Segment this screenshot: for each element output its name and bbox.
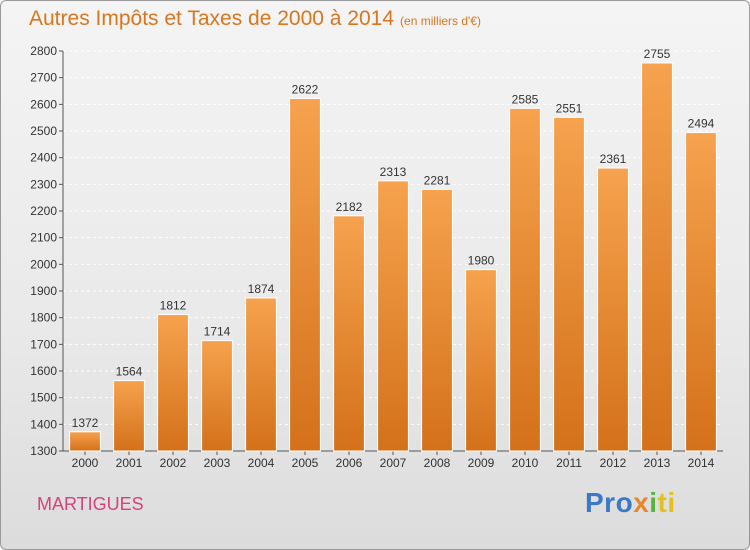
city-name: MARTIGUES — [37, 494, 144, 514]
x-tick-label: 2013 — [644, 456, 671, 470]
y-tick-label: 2500 — [30, 124, 57, 138]
data-label: 2755 — [644, 47, 671, 61]
x-tick-label: 2001 — [116, 456, 143, 470]
chart-subtitle: (en milliers d'€) — [400, 14, 482, 28]
bars — [69, 62, 717, 452]
bar — [685, 132, 717, 452]
y-tick-label: 1900 — [30, 284, 57, 298]
bar — [333, 215, 365, 452]
data-label: 2281 — [424, 173, 451, 187]
y-tick-label: 1500 — [30, 391, 57, 405]
y-tick-label: 1300 — [30, 444, 57, 458]
data-label: 2361 — [600, 152, 627, 166]
bar — [421, 188, 453, 452]
bar — [641, 62, 673, 452]
bar — [113, 380, 145, 452]
data-label: 1564 — [116, 365, 143, 379]
y-tick-label: 2100 — [30, 231, 57, 245]
x-tick-label: 2009 — [468, 456, 495, 470]
x-tick-label: 2004 — [248, 456, 275, 470]
bar — [245, 297, 277, 452]
bar — [597, 167, 629, 452]
bar — [377, 180, 409, 452]
data-label: 1980 — [468, 254, 495, 268]
y-tick-label: 2400 — [30, 151, 57, 165]
y-tick-label: 1800 — [30, 311, 57, 325]
bar — [509, 107, 541, 452]
bar — [69, 431, 101, 452]
data-label: 1812 — [160, 298, 187, 312]
x-tick-label: 2014 — [688, 456, 715, 470]
x-tick-label: 2007 — [380, 456, 407, 470]
bar — [201, 340, 233, 452]
x-tick-label: 2011 — [556, 456, 582, 470]
y-tick-label: 2700 — [30, 71, 57, 85]
data-label: 2182 — [336, 200, 363, 214]
data-labels: 1372 1564 1812 1714 1874 2622 2182 2313 2281 1980… — [72, 47, 715, 430]
x-tick-label: 2008 — [424, 456, 451, 470]
logo-part-4: ti — [657, 487, 676, 518]
x-tick-label: 2005 — [292, 456, 319, 470]
chart-title: Autres Impôts et Taxes de 2000 à 2014 (en… — [29, 7, 481, 31]
y-tick-label: 2600 — [30, 97, 57, 111]
data-label: 2494 — [688, 117, 715, 131]
data-label: 1372 — [72, 416, 99, 430]
axes: 1300 1400 1500 1600 1700 1800 1900 2000 2100 2200… — [30, 44, 723, 470]
y-tick-label: 2000 — [30, 257, 57, 271]
y-tick-label: 2800 — [30, 44, 57, 58]
proxiti-logo: Proxiti — [585, 487, 676, 519]
bar — [157, 313, 189, 452]
x-tick-label: 2000 — [72, 456, 99, 470]
data-label: 2585 — [512, 92, 539, 106]
data-label: 1714 — [204, 325, 231, 339]
x-tick-label: 2012 — [600, 456, 627, 470]
y-tick-label: 1600 — [30, 364, 57, 378]
data-label: 1874 — [248, 282, 275, 296]
y-tick-label: 2200 — [30, 204, 57, 218]
y-tick-label: 2300 — [30, 177, 57, 191]
y-tick-label: 1400 — [30, 417, 57, 431]
logo-part-3: i — [649, 487, 658, 518]
data-label: 2622 — [292, 82, 319, 96]
x-tick-label: 2002 — [160, 456, 187, 470]
y-tick-label: 1700 — [30, 337, 57, 351]
x-tick-label: 2006 — [336, 456, 363, 470]
logo-part-2: x — [633, 487, 650, 518]
data-label: 2313 — [380, 165, 407, 179]
x-tick-label: 2003 — [204, 456, 231, 470]
data-label: 2551 — [556, 101, 583, 115]
chart-title-text: Autres Impôts et Taxes de 2000 à 2014 — [29, 7, 395, 30]
x-tick-label: 2010 — [512, 456, 539, 470]
bar — [465, 269, 497, 452]
bar — [553, 116, 585, 452]
bar — [289, 97, 321, 452]
logo-part-1: Pro — [585, 487, 634, 518]
